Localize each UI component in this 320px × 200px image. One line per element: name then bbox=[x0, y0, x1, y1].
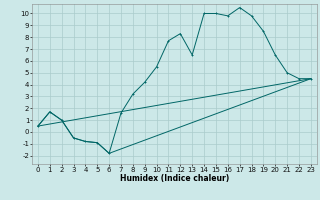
X-axis label: Humidex (Indice chaleur): Humidex (Indice chaleur) bbox=[120, 174, 229, 183]
